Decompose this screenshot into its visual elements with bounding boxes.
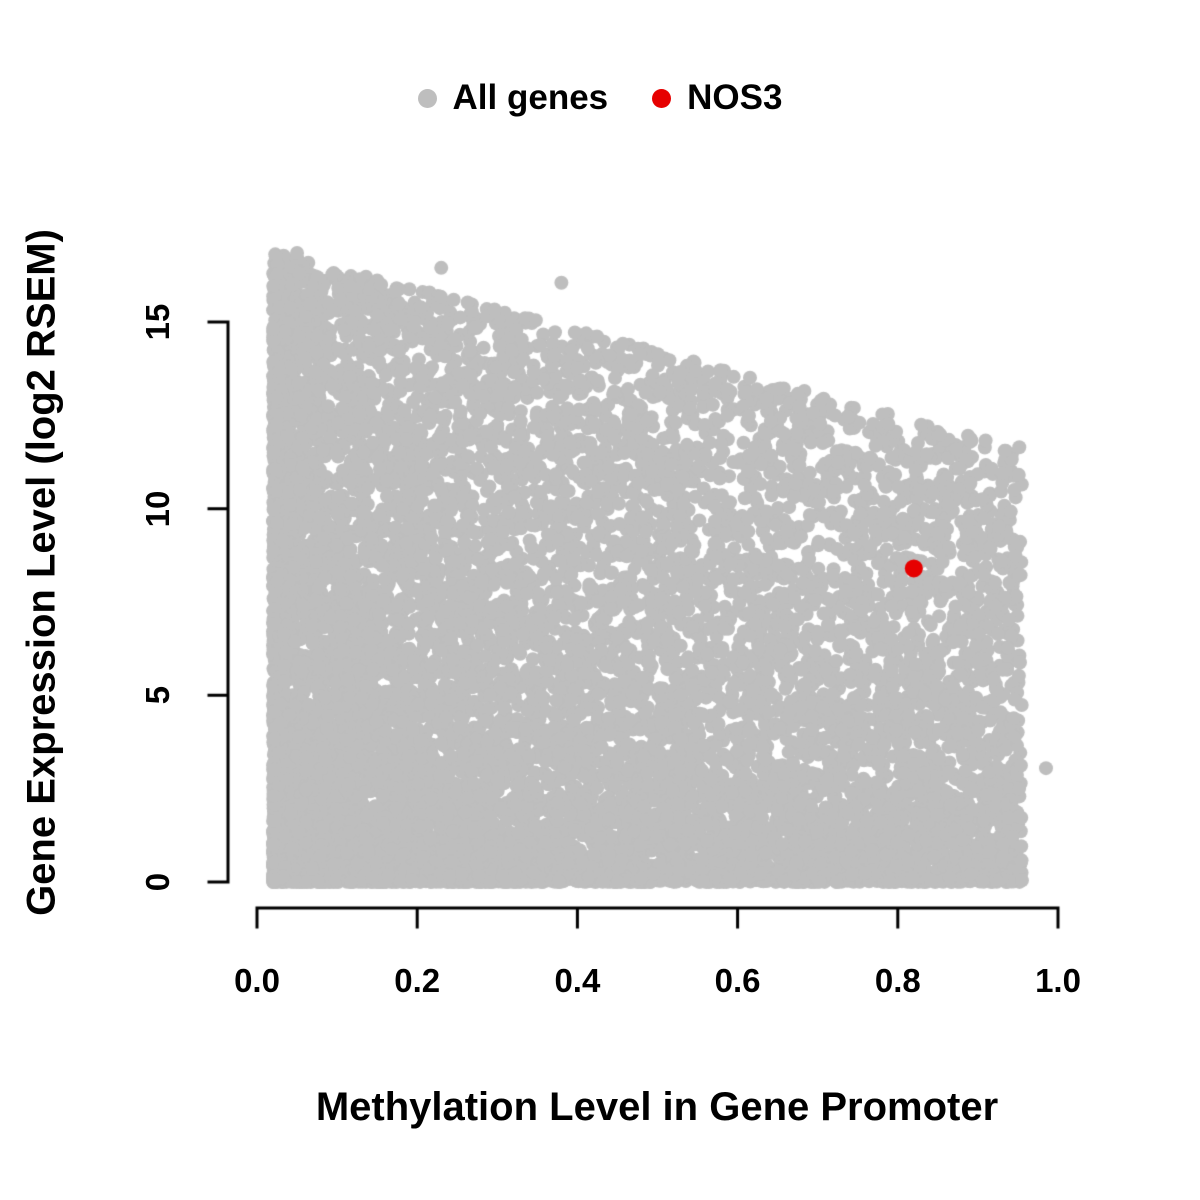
x-tick-label: 1.0	[1035, 962, 1081, 999]
x-tick-label: 0.8	[874, 962, 921, 999]
y-axis-label: Gene Expression Level (log2 RSEM)	[19, 229, 64, 916]
y-tick-label: 5	[139, 686, 176, 705]
nos3-marker-icon	[652, 88, 672, 108]
y-tick-label: 0	[139, 872, 176, 892]
all-genes-marker-icon	[417, 88, 437, 108]
x-tick-label: 0.0	[234, 962, 280, 999]
legend-item-all-genes: All genes	[417, 78, 609, 118]
legend-label-all-genes: All genes	[452, 78, 609, 117]
legend: All genes NOS3	[0, 78, 1200, 118]
y-tick-label: 15	[139, 303, 176, 341]
x-tick-label: 0.4	[554, 962, 601, 999]
y-tick-label: 10	[139, 490, 176, 528]
x-axis-label: Methylation Level in Gene Promoter	[315, 1085, 999, 1129]
legend-item-nos3: NOS3	[652, 78, 782, 118]
legend-label-nos3: NOS3	[687, 78, 783, 117]
x-tick-label: 0.2	[394, 962, 441, 999]
x-tick-label: 0.6	[714, 962, 761, 999]
